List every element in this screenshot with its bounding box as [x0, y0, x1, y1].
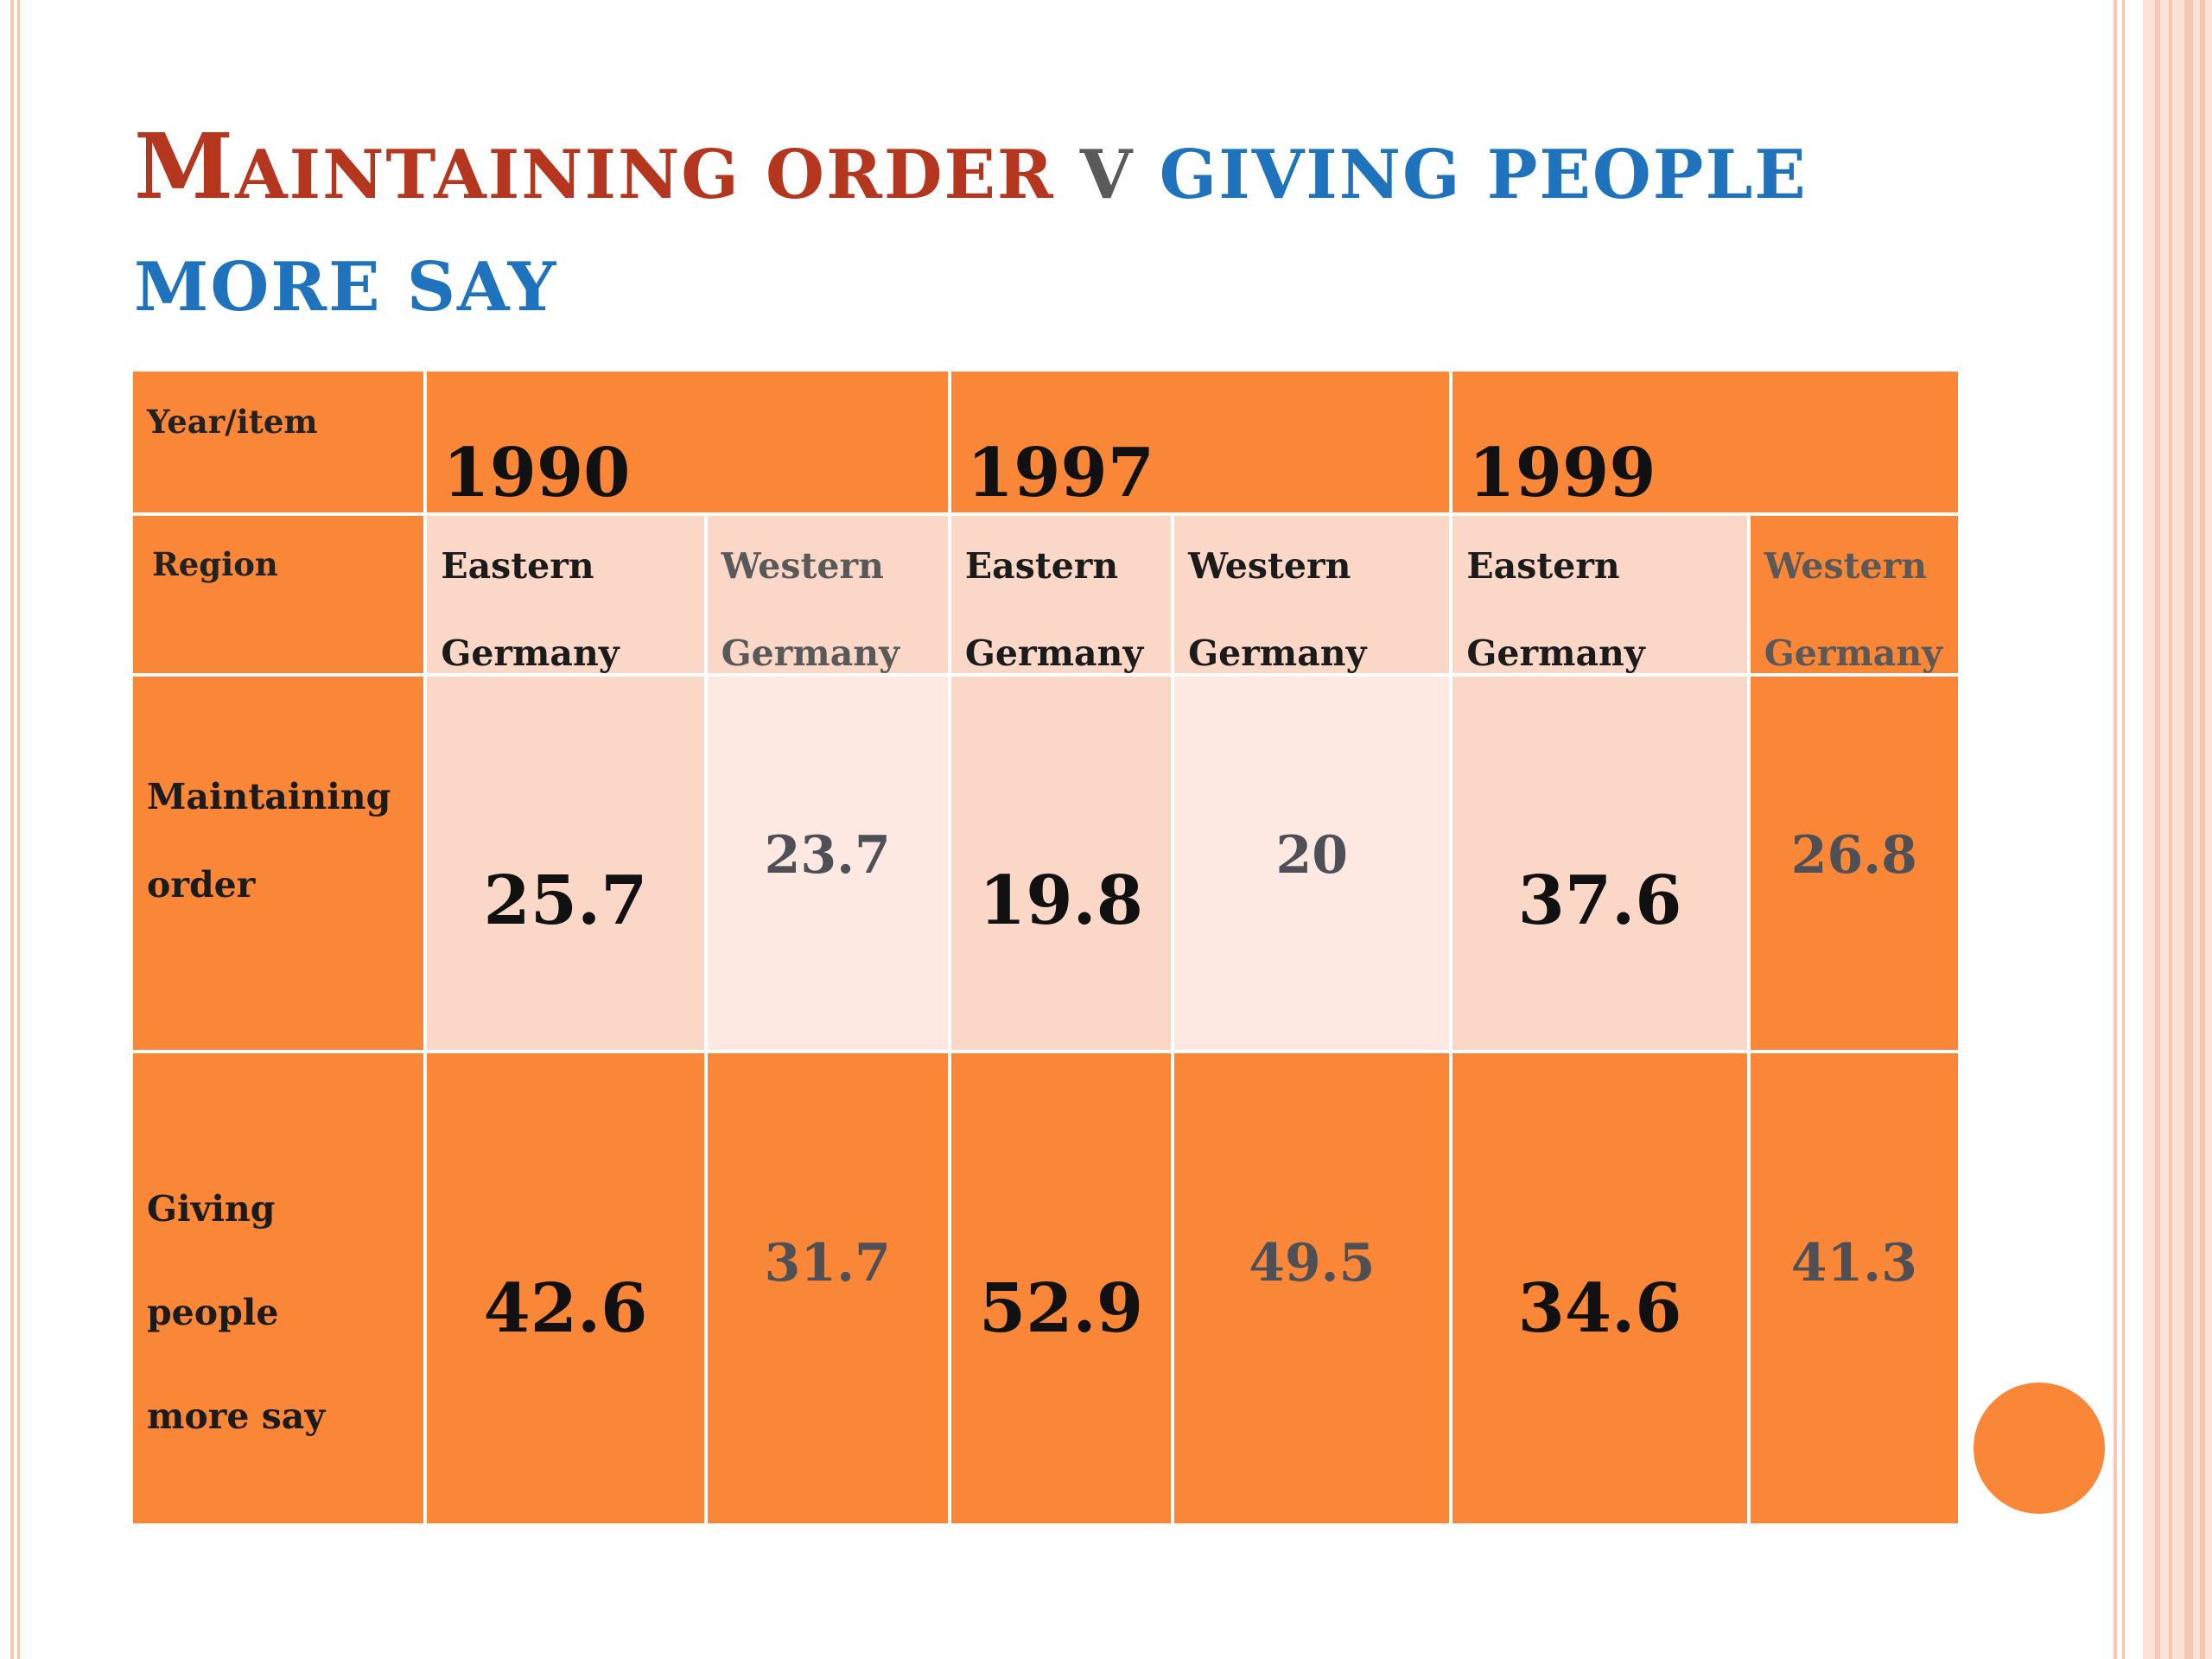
row-label: Giving people more say — [147, 1188, 326, 1437]
left-border-line — [10, 0, 14, 1659]
region-name: Eastern Germany — [964, 545, 1144, 673]
year-label: 1999 — [1468, 434, 1656, 512]
right-border-line — [2184, 0, 2193, 1659]
left-border-line — [17, 0, 20, 1659]
value-western-1999: 26.8 — [1790, 825, 1917, 886]
value-cell: 25.7 — [427, 677, 704, 1050]
table-row-giving-people-more-say: Giving people more say 42.6 31.7 52.9 49… — [133, 1053, 1958, 1523]
row-label: Maintaining order — [147, 776, 391, 906]
year-header-cell: 1999 — [1452, 372, 1958, 512]
region-cell: Eastern Germany — [950, 516, 1172, 673]
region-label: Region — [152, 545, 278, 583]
row-label-cell: Maintaining order — [133, 677, 424, 1050]
value-cell: 42.6 — [427, 1053, 704, 1523]
right-border-line — [2113, 0, 2117, 1659]
value-western-1990: 23.7 — [764, 825, 891, 886]
value-cell: 20 — [1174, 677, 1450, 1050]
value-western-1999: 41.3 — [1790, 1233, 1917, 1294]
year-header-cell: 1997 — [950, 372, 1450, 512]
year-header-cell: 1990 — [427, 372, 948, 512]
value-eastern-1999: 34.6 — [1517, 1269, 1682, 1348]
right-border-line — [2200, 0, 2205, 1659]
right-border-line — [2122, 0, 2125, 1659]
region-label-cell: Region — [133, 516, 424, 673]
value-cell: 19.8 — [950, 677, 1172, 1050]
value-eastern-1999: 37.6 — [1517, 861, 1682, 940]
value-cell: 34.6 — [1452, 1053, 1747, 1523]
decorative-circle — [1974, 1382, 2105, 1514]
slide-title: MAINTAINING ORDER V GIVING PEOPLE MORE S… — [134, 111, 2035, 344]
value-cell: 41.3 — [1750, 1053, 1958, 1523]
year-label: 1997 — [966, 434, 1154, 512]
value-cell: 23.7 — [707, 677, 948, 1050]
value-cell: 26.8 — [1750, 677, 1958, 1050]
region-cell: Western Germany — [1174, 516, 1450, 673]
value-cell: 52.9 — [950, 1053, 1172, 1523]
value-western-1997: 49.5 — [1249, 1233, 1376, 1294]
region-cell: Eastern Germany — [1452, 516, 1747, 673]
year-label: 1990 — [442, 434, 631, 512]
corner-header-cell: Year/item — [133, 372, 424, 512]
region-name: Eastern Germany — [441, 545, 620, 673]
region-name: Western Germany — [721, 545, 899, 673]
right-border-line — [2169, 0, 2172, 1659]
year-header-row: Year/item 1990 1997 1999 — [133, 372, 1958, 512]
value-eastern-1990: 25.7 — [483, 861, 648, 940]
corner-label: Year/item — [147, 403, 318, 441]
value-eastern-1990: 42.6 — [483, 1269, 648, 1348]
value-western-1990: 31.7 — [764, 1233, 891, 1294]
title-connector: V — [1079, 136, 1135, 214]
title-part-giving-people: GIVING PEOPLE MORE SAY — [134, 136, 1808, 327]
region-cell: Western Germany — [1750, 516, 1958, 673]
row-label-cell: Giving people more say — [133, 1053, 424, 1523]
value-cell: 49.5 — [1174, 1053, 1450, 1523]
region-name: Eastern Germany — [1466, 545, 1645, 673]
value-eastern-1997: 52.9 — [979, 1269, 1143, 1348]
table-row-maintaining-order: Maintaining order 25.7 23.7 19.8 20 37.6… — [133, 677, 1958, 1050]
value-eastern-1997: 19.8 — [979, 861, 1143, 940]
value-cell: 37.6 — [1452, 677, 1747, 1050]
region-cell: Western Germany — [707, 516, 948, 673]
region-cell: Eastern Germany — [427, 516, 704, 673]
comparison-table: Year/item 1990 1997 1999 Region Eastern … — [130, 368, 1961, 1527]
region-name: Western Germany — [1764, 545, 1942, 673]
title-part-maintaining-order: MAINTAINING ORDER — [134, 113, 1055, 219]
region-header-row: Region Eastern Germany Western Germany E… — [133, 516, 1958, 673]
value-western-1997: 20 — [1275, 825, 1349, 886]
value-cell: 31.7 — [707, 1053, 948, 1523]
right-border-line — [2155, 0, 2160, 1659]
region-name: Western Germany — [1188, 545, 1367, 673]
